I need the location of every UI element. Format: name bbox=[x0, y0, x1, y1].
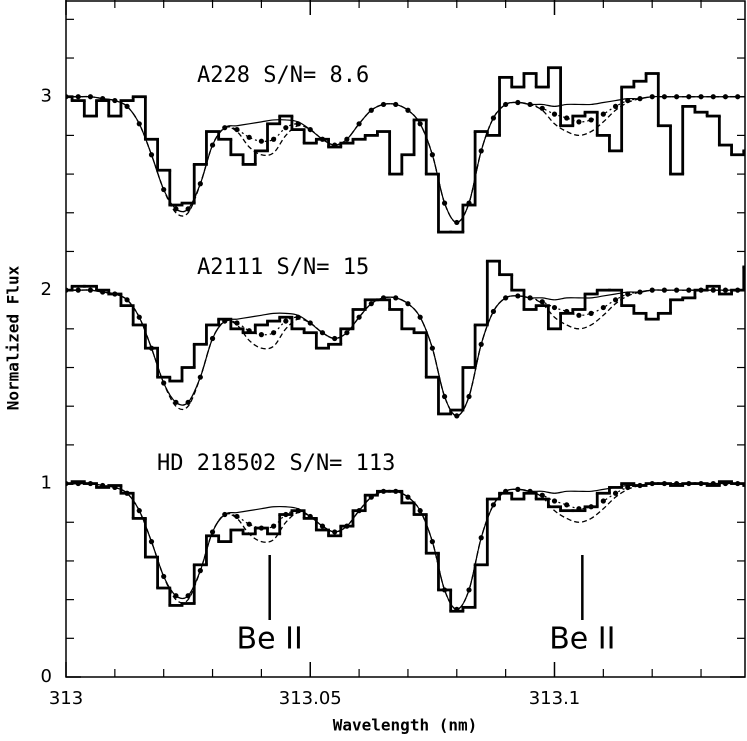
model-dot bbox=[258, 332, 264, 338]
model-dot bbox=[271, 330, 277, 336]
model-dot bbox=[539, 492, 545, 498]
spectrum-label: A228 S/N= 8.6 bbox=[197, 63, 369, 88]
model-dot bbox=[588, 310, 594, 316]
model-solid-line bbox=[66, 289, 745, 417]
model-dashed-line bbox=[66, 289, 745, 417]
step-connector bbox=[70, 261, 745, 414]
y-tick-label: 0 bbox=[41, 666, 52, 687]
model-dot bbox=[258, 525, 264, 531]
model-dot bbox=[576, 119, 582, 125]
model-dot bbox=[564, 308, 570, 315]
model-dot bbox=[551, 304, 558, 311]
plot-frame bbox=[65, 0, 746, 678]
model-dot bbox=[576, 312, 582, 318]
model-dot bbox=[600, 498, 606, 504]
model-dashed-line bbox=[66, 95, 745, 224]
model-solid-line bbox=[66, 482, 745, 610]
x-tick-label: 313.05 bbox=[279, 688, 342, 709]
model-dotted-line bbox=[66, 95, 745, 224]
model-dot bbox=[588, 504, 594, 510]
x-axis-label: Wavelength (nm) bbox=[333, 716, 478, 735]
model-dot bbox=[283, 125, 289, 131]
y-tick-label: 3 bbox=[41, 86, 52, 107]
model-dot bbox=[564, 115, 570, 121]
model-dot bbox=[564, 502, 570, 508]
model-dot bbox=[271, 523, 277, 529]
x-tick-label: 313.1 bbox=[529, 688, 581, 709]
line-marker-label: Be II bbox=[237, 622, 303, 657]
model-dot bbox=[258, 138, 264, 144]
model-dot bbox=[551, 111, 558, 117]
model-dotted-line bbox=[66, 289, 745, 417]
model-dot bbox=[600, 111, 606, 117]
model-dot bbox=[612, 490, 619, 496]
plot-area bbox=[66, 66, 745, 613]
model-dot bbox=[283, 511, 289, 518]
model-dot bbox=[576, 506, 582, 512]
model-dot bbox=[246, 134, 252, 140]
model-dot bbox=[612, 297, 619, 303]
model-dot bbox=[612, 103, 619, 109]
model-dot bbox=[246, 328, 252, 334]
model-dot bbox=[539, 105, 545, 111]
x-tick-label: 313 bbox=[49, 688, 83, 709]
model-dot bbox=[283, 318, 289, 324]
y-axis-label: Normalized Flux bbox=[4, 265, 23, 410]
model-dot bbox=[588, 117, 594, 123]
model-solid-line bbox=[66, 95, 745, 224]
model-dot bbox=[600, 304, 606, 311]
spectrum-label: A2111 S/N= 15 bbox=[197, 255, 369, 280]
model-dot bbox=[246, 521, 252, 527]
model-dot bbox=[551, 498, 558, 504]
y-tick-label: 2 bbox=[41, 279, 52, 300]
spectrum-label: HD 218502 S/N= 113 bbox=[157, 451, 395, 476]
model-dot bbox=[539, 299, 545, 305]
y-tick-label: 1 bbox=[41, 473, 52, 494]
step-connector bbox=[70, 67, 745, 233]
line-marker-label: Be II bbox=[549, 622, 615, 657]
model-dot bbox=[271, 136, 277, 142]
